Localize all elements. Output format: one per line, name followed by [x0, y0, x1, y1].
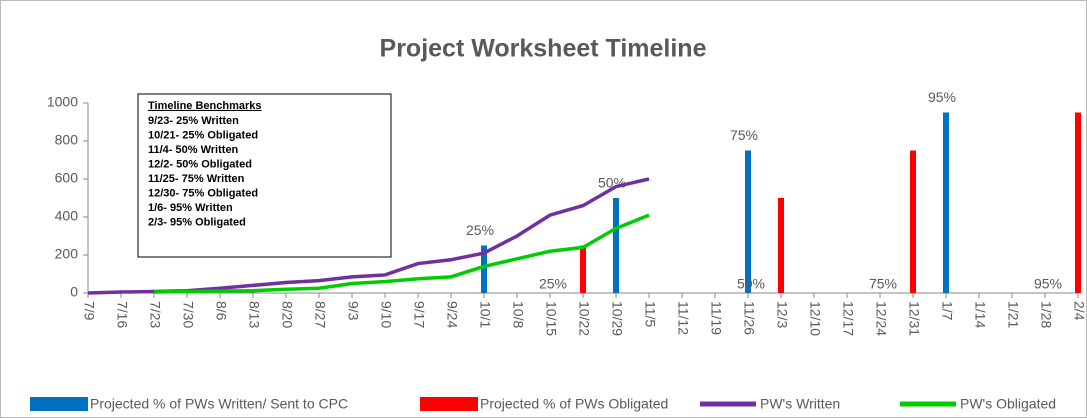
bar [580, 245, 586, 293]
x-tick-label: 8/13 [246, 301, 262, 328]
bar [778, 198, 784, 293]
line [153, 213, 650, 294]
chart-title: Project Worksheet Timeline [380, 35, 707, 63]
x-tick-label: 11/26 [741, 301, 757, 335]
legend-label: PW's Written [760, 396, 840, 412]
data-label: 50% [737, 276, 765, 292]
x-tick-label: 2/4 [1071, 301, 1087, 321]
data-label: 75% [730, 127, 758, 143]
x-tick-label: 10/29 [609, 301, 625, 336]
x-tick-label: 12/10 [807, 301, 823, 336]
x-tick-label: 1/14 [972, 301, 988, 328]
y-tick-label: 200 [55, 246, 79, 262]
x-tick-label: 10/15 [543, 301, 559, 336]
y-tick-label: 1000 [47, 94, 78, 110]
x-tick-label: 1/21 [1005, 301, 1021, 328]
annotation-line: 9/23- 25% Written [148, 115, 239, 127]
x-tick-label: 7/23 [147, 301, 163, 328]
legend-label: Projected % of PWs Written/ Sent to CPC [90, 396, 348, 412]
legend-label: PW's Obligated [960, 396, 1056, 412]
legend-label: Projected % of PWs Obligated [480, 396, 668, 412]
annotation-line: 10/21- 25% Obligated [148, 129, 258, 141]
x-tick-label: 12/3 [774, 301, 790, 328]
bar [1075, 112, 1081, 293]
annotation-line: 11/25- 75% Written [148, 173, 245, 185]
bar [745, 150, 751, 293]
annotation-line: 2/3- 95% Obligated [148, 216, 246, 228]
y-tick-label: 600 [55, 170, 79, 186]
y-tick-label: 800 [55, 132, 79, 148]
y-tick-label: 400 [55, 208, 79, 224]
data-label: 25% [466, 222, 494, 238]
x-tick-label: 9/10 [378, 301, 394, 328]
data-label: 25% [539, 276, 567, 292]
annotation-title: Timeline Benchmarks [148, 100, 262, 112]
x-tick-label: 8/20 [279, 301, 295, 328]
annotation-line: 12/2- 50% Obligated [148, 158, 252, 170]
x-tick-label: 7/30 [180, 301, 196, 328]
x-tick-label: 11/12 [675, 301, 691, 335]
x-tick-label: 9/24 [444, 301, 460, 328]
bar [481, 245, 487, 293]
x-tick-label: 11/19 [708, 301, 724, 335]
x-tick-label: 10/1 [477, 301, 493, 328]
x-tick-label: 1/28 [1038, 301, 1054, 328]
x-tick-label: 7/16 [114, 301, 130, 328]
x-tick-label: 9/17 [411, 301, 427, 328]
x-tick-label: 12/24 [873, 301, 889, 336]
x-tick-label: 12/17 [840, 301, 856, 336]
bar [613, 198, 619, 293]
x-tick-label: 10/8 [510, 301, 526, 328]
bar [943, 112, 949, 293]
annotation-line: 1/6- 95% Written [148, 202, 233, 214]
x-tick-label: 11/5 [642, 301, 658, 327]
data-label: 75% [869, 276, 897, 292]
x-tick-label: 8/6 [213, 301, 229, 321]
annotation-line: 12/30- 75% Obligated [148, 187, 258, 199]
legend-swatch [420, 397, 478, 411]
y-tick-label: 0 [70, 284, 78, 300]
x-tick-label: 8/27 [312, 301, 328, 328]
data-label: 95% [1034, 276, 1062, 292]
data-label: 95% [928, 89, 956, 105]
x-tick-label: 7/9 [81, 301, 97, 321]
x-tick-label: 12/31 [906, 301, 922, 336]
annotation-line: 11/4- 50% Written [148, 144, 239, 156]
x-tick-label: 9/3 [345, 301, 361, 321]
annotation-box [137, 93, 392, 258]
bar [910, 150, 916, 293]
legend-swatch [30, 397, 88, 411]
x-tick-label: 1/7 [939, 301, 955, 321]
x-tick-label: 10/22 [576, 301, 592, 336]
